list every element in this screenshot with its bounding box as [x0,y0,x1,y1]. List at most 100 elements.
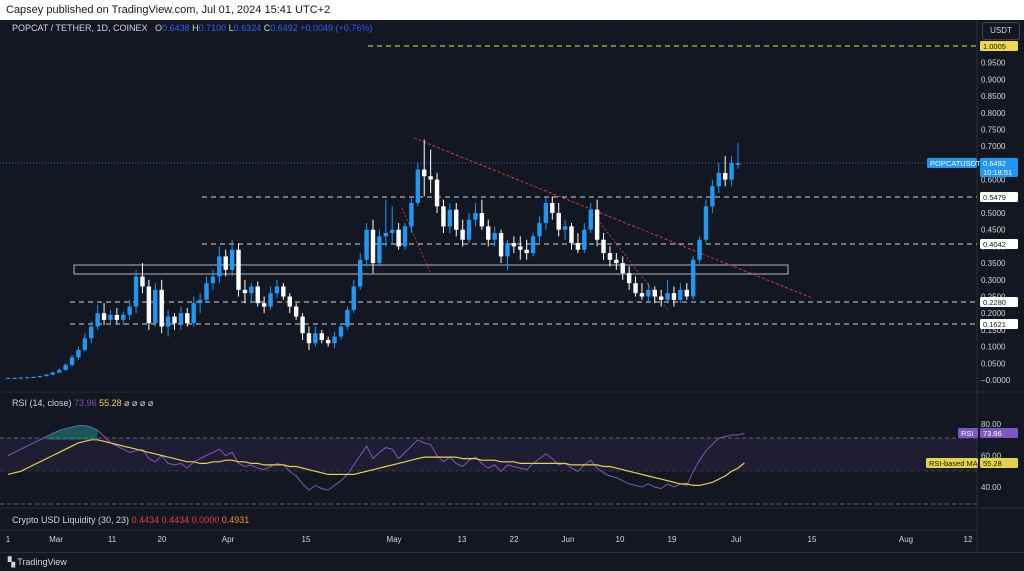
tradingview-logo-icon[interactable]: ▚ [8,557,15,567]
candle-body [588,209,593,230]
candle [357,253,363,290]
candle-body [140,276,145,287]
candle-body [229,249,235,270]
trend-line-down[interactable] [413,137,813,299]
candle [274,279,280,299]
price-tick-label: 0.7000 [981,142,1006,151]
candle [537,216,542,244]
publish-header: Capsey published on TradingView.com, Jul… [0,0,1024,20]
candle-body [338,326,344,337]
candle-body [165,316,171,327]
candle-body [626,273,632,284]
candle-body [5,377,11,379]
candle-body [498,233,504,257]
candle [229,239,235,277]
candle [697,236,702,264]
liquidity-v2: 0.4434 [161,515,190,525]
price-tick-label: 0.6000 [981,176,1006,185]
candle [524,239,529,260]
price-axis[interactable]: 0.95000.90000.85000.80000.75000.70000.65… [981,59,1011,385]
rsi-tag-bg [980,428,1018,438]
candle [402,223,408,250]
candle-body [281,286,286,297]
candle-body [402,226,408,247]
symbol-name[interactable]: POPCAT / TETHER, 1D, COINEX [12,23,148,33]
rsi-tag: RSI [958,428,978,438]
candle [466,213,472,244]
candle [332,331,337,349]
candle-body [287,296,292,307]
candle-body [242,289,248,294]
candle-body [306,333,312,344]
price-tag-label: POPCATUSDT [930,159,981,168]
candle-body [274,286,280,294]
candle [293,303,299,320]
candle [101,303,107,325]
liquidity-v3: 0.0000 [191,515,220,525]
price-chart[interactable]: 0.95000.90000.85000.80000.75000.70000.65… [0,0,1024,552]
price-tag: 0.1621 [980,319,1018,329]
rsi-tag-label: RSI [961,429,974,438]
candle [197,293,203,314]
candle [639,283,645,300]
candle [646,283,651,304]
candle-body [101,313,107,320]
candle [37,375,43,378]
candle-body [121,314,126,320]
candle [370,219,376,274]
candle-body [197,299,203,304]
publish-text: Capsey published on TradingView.com, Jul… [6,4,331,16]
rsi-title[interactable]: RSI (14, close) [12,398,72,408]
candle [607,246,613,267]
candle-body [377,236,382,264]
candle [614,253,619,270]
candle-body [89,326,94,339]
candle-body [594,209,600,240]
candle-body [460,229,465,240]
currency-badge[interactable]: USDT [982,22,1020,40]
candle [415,162,421,207]
candle [556,202,561,237]
candle [620,256,625,280]
candle [63,363,68,371]
price-tag-bg [980,167,1018,177]
time-axis[interactable]: 1 Mar 11 20 Apr 15 May 13 22 Jun 10 19 Jul 15 Aug 12 [6,535,973,544]
support-zone-box[interactable] [73,264,789,275]
candle [479,199,485,230]
candle [543,196,549,230]
price-tick-label: 0.9000 [981,75,1006,84]
candle [82,333,88,352]
candle [133,269,139,314]
footer: ▚ TradingView [0,552,1024,570]
open-value: 0.6438 [162,23,190,33]
candle-body [492,233,497,240]
candle [678,283,683,304]
liquidity-title[interactable]: Crypto USD Liquidity (30, 23) [12,515,130,525]
candle [710,179,715,213]
candle-body [601,239,606,254]
candle [69,354,75,367]
price-tag-label: 1.0005 [983,42,1006,51]
candle-body [614,259,619,264]
candle [454,202,459,237]
candle-body [716,172,721,187]
candle-body [204,283,209,300]
candle [390,206,395,244]
candle-body [236,249,241,290]
candle [325,336,331,347]
candle-body [31,376,36,378]
candle-body [153,289,158,324]
footer-brand[interactable]: TradingView [17,557,67,567]
candle-body [479,213,485,227]
candle-body [562,226,568,230]
candle [249,283,254,304]
candle [121,311,126,325]
candle [665,279,670,304]
price-tag-label: 0.6492 [983,159,1006,168]
rsi-line [7,425,745,491]
candle-body [537,223,542,237]
candle [268,286,273,310]
candle [588,202,593,234]
candle [114,308,120,324]
candle-body [511,243,517,247]
